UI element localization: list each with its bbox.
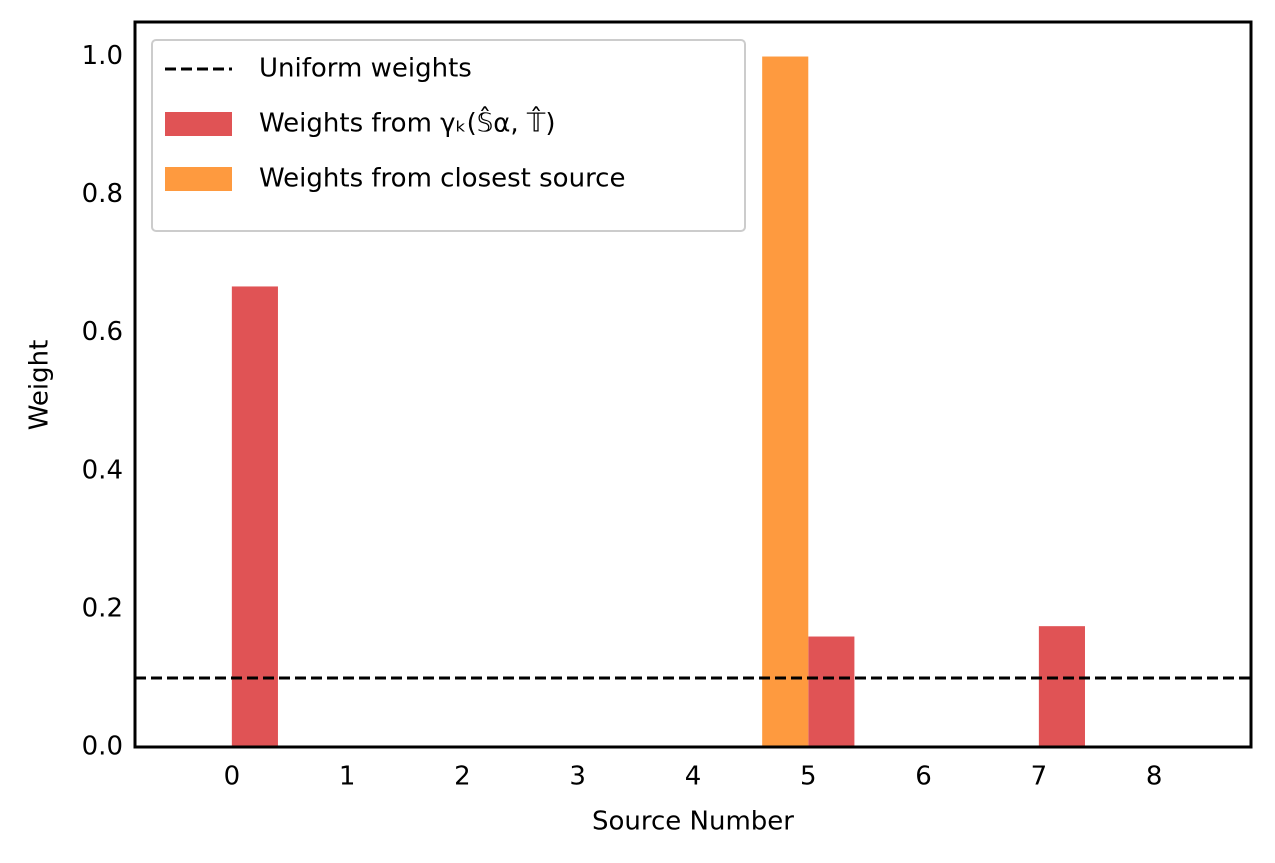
legend-label: Weights from γₖ(𝕊̂α, 𝕋̂): [259, 105, 556, 139]
y-axis-label: Weight: [25, 340, 55, 431]
y-tick-label: 0.6: [82, 317, 123, 347]
x-tick-label: 5: [800, 762, 817, 792]
x-tick-label: 3: [569, 762, 586, 792]
legend: Uniform weights Weights from γₖ(𝕊̂α, 𝕋̂) W…: [151, 39, 746, 232]
x-axis-label: Source Number: [592, 807, 794, 837]
x-tick-label: 1: [339, 762, 356, 792]
y-tick-label: 0.2: [82, 593, 123, 623]
x-tick-label: 0: [224, 762, 241, 792]
x-tick-label: 8: [1146, 762, 1163, 792]
y-tick-label: 0.0: [82, 732, 123, 762]
legend-symbol: [165, 112, 232, 136]
x-tick-label: 4: [685, 762, 702, 792]
x-tick-label: 2: [454, 762, 471, 792]
x-tick-label: 7: [1031, 762, 1048, 792]
bar: [231, 286, 278, 747]
y-tick-label: 1.0: [82, 41, 123, 71]
legend-symbol: [165, 167, 232, 191]
legend-label: Uniform weights: [259, 54, 472, 84]
plot-frame: [133, 20, 1253, 749]
bar: [762, 56, 809, 748]
x-tick-label: 6: [915, 762, 932, 792]
legend-box: [151, 39, 746, 232]
y-tick-label: 0.4: [82, 455, 123, 485]
legend-label: Weights from closest source: [259, 164, 625, 194]
bar: [1038, 626, 1085, 747]
y-tick-label: 0.8: [82, 179, 123, 209]
bar: [808, 636, 855, 747]
